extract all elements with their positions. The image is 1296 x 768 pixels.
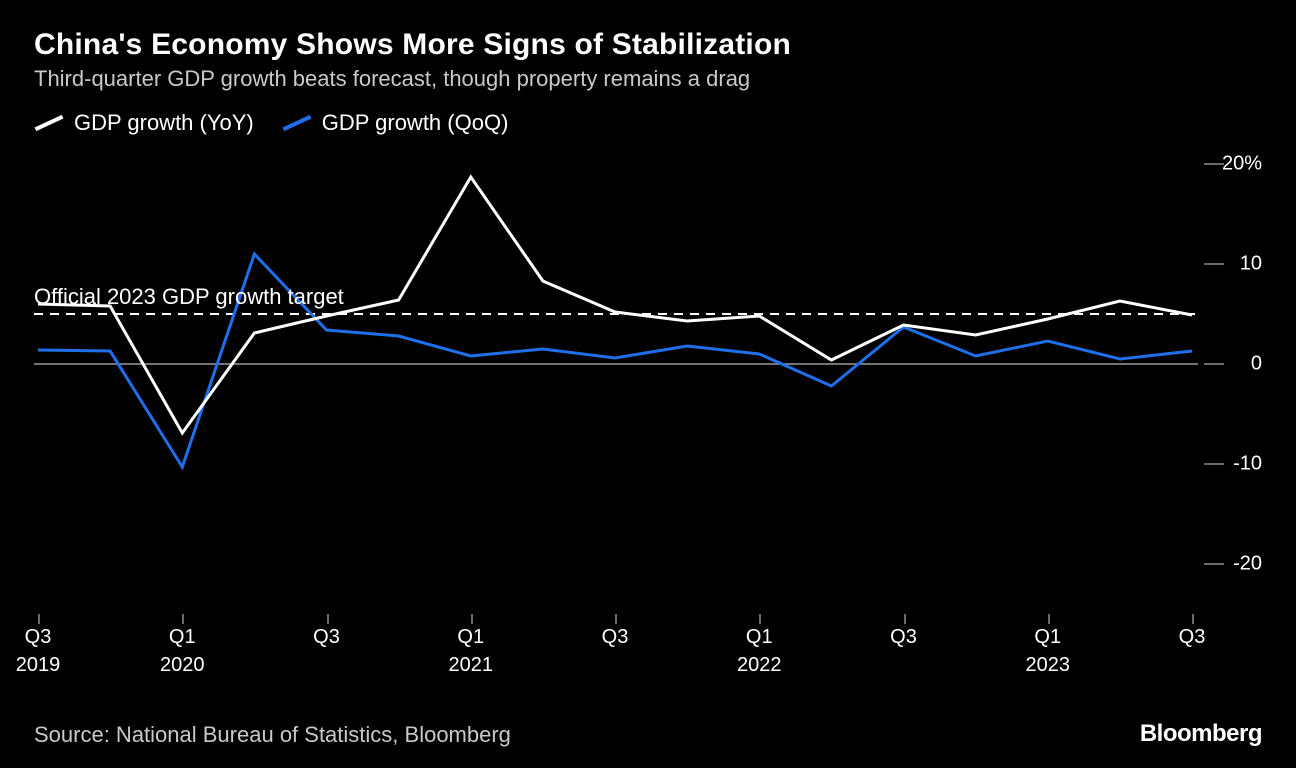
legend-swatch-qoq <box>282 115 311 131</box>
x-tick <box>1192 614 1194 624</box>
y-tick <box>1204 363 1224 365</box>
x-quarter-label: Q3 <box>890 626 917 649</box>
plot-area: 20% 10 0 -10 -20 Official 2023 GDP growth ta… <box>34 144 1262 614</box>
y-tick <box>1204 163 1224 165</box>
chart-container: China's Economy Shows More Signs of Stab… <box>0 0 1296 768</box>
x-quarter-label: Q1 <box>169 626 196 649</box>
x-year-label: 2019 <box>16 654 61 677</box>
x-tick <box>38 614 40 624</box>
y-tick <box>1204 563 1224 565</box>
x-tick <box>182 614 184 624</box>
x-tick <box>904 614 906 624</box>
x-year-label: 2022 <box>737 654 782 677</box>
brand-logo: Bloomberg <box>1140 720 1262 748</box>
y-axis-label: 0 <box>1251 353 1262 376</box>
x-tick <box>327 614 329 624</box>
chart-title: China's Economy Shows More Signs of Stab… <box>34 28 1262 62</box>
legend-label-yoy: GDP growth (YoY) <box>74 110 254 136</box>
y-tick <box>1204 263 1224 265</box>
x-quarter-label: Q1 <box>746 626 773 649</box>
x-quarter-label: Q1 <box>1034 626 1061 649</box>
y-axis-label: 20% <box>1222 153 1262 176</box>
y-tick <box>1204 463 1224 465</box>
legend-label-qoq: GDP growth (QoQ) <box>322 110 509 136</box>
x-quarter-label: Q3 <box>313 626 340 649</box>
x-tick <box>759 614 761 624</box>
x-year-label: 2023 <box>1026 654 1071 677</box>
legend-item-qoq: GDP growth (QoQ) <box>282 110 509 136</box>
x-tick <box>615 614 617 624</box>
y-axis-label: -10 <box>1233 453 1262 476</box>
x-quarter-label: Q1 <box>457 626 484 649</box>
legend-item-yoy: GDP growth (YoY) <box>34 110 254 136</box>
legend: GDP growth (YoY) GDP growth (QoQ) <box>34 110 1262 136</box>
x-year-label: 2021 <box>449 654 494 677</box>
x-quarter-label: Q3 <box>1179 626 1206 649</box>
chart-footer: Source: National Bureau of Statistics, B… <box>34 720 1262 748</box>
x-quarter-label: Q3 <box>25 626 52 649</box>
x-year-label: 2020 <box>160 654 205 677</box>
y-axis-label: 10 <box>1240 253 1262 276</box>
x-tick <box>1048 614 1050 624</box>
target-annotation: Official 2023 GDP growth target <box>34 284 344 310</box>
plot-svg <box>34 144 1262 614</box>
x-quarter-label: Q3 <box>602 626 629 649</box>
chart-subtitle: Third-quarter GDP growth beats forecast,… <box>34 66 1262 92</box>
x-tick <box>471 614 473 624</box>
x-axis: Q32019Q12020Q3Q12021Q3Q12022Q3Q12023Q3 <box>34 614 1262 686</box>
source-text: Source: National Bureau of Statistics, B… <box>34 722 511 748</box>
y-axis-label: -20 <box>1233 553 1262 576</box>
legend-swatch-yoy <box>35 115 64 131</box>
